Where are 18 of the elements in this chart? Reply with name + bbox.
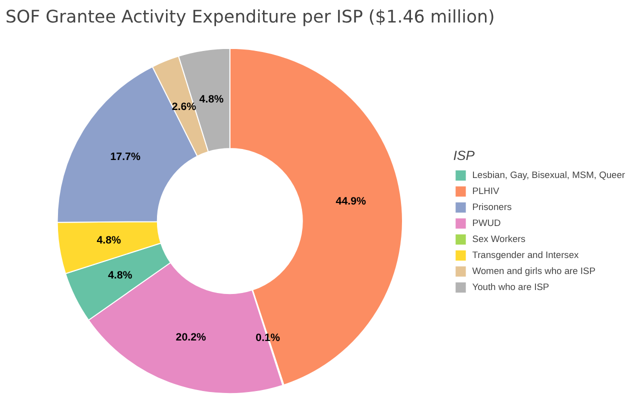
data-label: 2.6% [172,101,197,114]
data-label: 20.2% [176,331,207,344]
legend-label: Prisoners [472,200,512,214]
data-label: 17.7% [110,150,141,163]
data-label: 0.1% [256,332,280,344]
data-label: 4.8% [96,234,122,246]
data-label: 4.8% [108,270,133,282]
legend-label: Transgender and Intersex [472,248,579,262]
legend-label: Lesbian, Gay, Bisexual, MSM, Queer [472,168,625,182]
data-label: 44.9% [336,196,367,208]
chart-title: SOF Grantee Activity Expenditure per ISP ($1.46 million) [6,8,495,28]
legend-label: PLHIV [472,184,500,198]
data-label: 4.8% [199,94,224,106]
legend-label: Sex Workers [472,232,526,246]
legend-label: Youth who are ISP [472,280,550,294]
legend-title: ISP [453,148,476,162]
legend-label: Women and girls who are ISP [472,264,596,278]
legend-label: PWUD [472,216,501,230]
